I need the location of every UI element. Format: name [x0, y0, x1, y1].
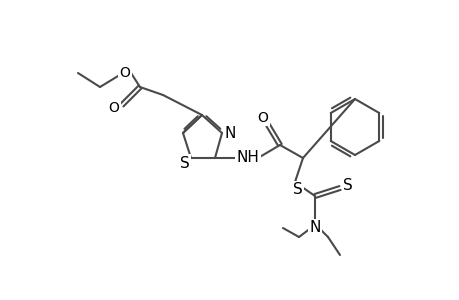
Text: O: O	[119, 66, 130, 80]
Text: S: S	[292, 182, 302, 197]
Text: S: S	[180, 155, 190, 170]
Text: N: N	[224, 125, 235, 140]
Text: O: O	[108, 101, 119, 115]
Text: N: N	[308, 220, 320, 236]
Text: S: S	[342, 178, 352, 194]
Text: O: O	[257, 111, 268, 125]
Text: NH: NH	[236, 151, 259, 166]
